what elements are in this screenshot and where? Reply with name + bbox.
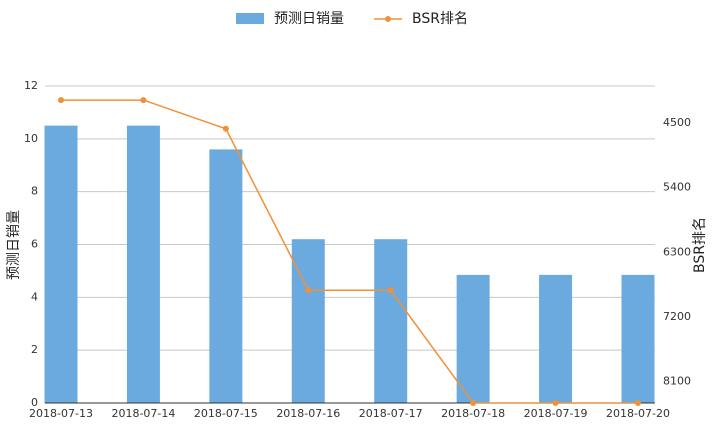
- x-tick-label: 2018-07-17: [359, 407, 423, 420]
- point: [140, 97, 147, 104]
- bar: [44, 125, 78, 403]
- y-tick-label: 8: [31, 185, 38, 198]
- legend-label: BSR排名: [412, 11, 468, 27]
- y-axis-title: 预测日销量: [6, 210, 22, 280]
- x-tick-label: 2018-07-13: [29, 407, 93, 420]
- y2-tick-label: 7200: [663, 310, 691, 323]
- x-tick-label: 2018-07-18: [441, 407, 505, 420]
- y-tick-label: 0: [31, 396, 38, 409]
- y2-tick-label: 6300: [663, 245, 691, 258]
- bar: [621, 274, 655, 403]
- y-tick-label: 2: [31, 343, 38, 356]
- x-tick-label: 2018-07-16: [276, 407, 340, 420]
- y-tick-label: 6: [31, 238, 38, 251]
- y2-tick-label: 5400: [663, 181, 691, 194]
- point: [552, 400, 559, 406]
- point: [305, 287, 312, 294]
- y2-tick-label: 4500: [663, 116, 691, 129]
- y-tick-label: 4: [31, 290, 38, 303]
- point: [470, 400, 477, 406]
- y2-axis-title: BSR排名: [692, 217, 708, 273]
- y-tick-label: 12: [24, 79, 38, 92]
- bar: [291, 239, 325, 403]
- x-tick-label: 2018-07-15: [194, 407, 258, 420]
- point: [635, 400, 641, 406]
- point: [387, 287, 394, 294]
- legend-label: 预测日销量: [274, 11, 344, 27]
- legend-swatch: [236, 13, 264, 24]
- y-tick-label: 10: [24, 132, 38, 145]
- line: [61, 99, 638, 404]
- point: [58, 97, 64, 104]
- bar: [126, 125, 160, 403]
- legend-swatch: [385, 16, 391, 22]
- bar: [209, 149, 243, 403]
- bar: [374, 239, 408, 403]
- x-tick-label: 2018-07-20: [606, 407, 670, 420]
- bar: [456, 274, 490, 403]
- x-tick-label: 2018-07-14: [111, 407, 175, 420]
- x-tick-label: 2018-07-19: [524, 407, 588, 420]
- y2-tick-label: 8100: [663, 374, 691, 387]
- bar: [539, 274, 573, 403]
- point: [222, 125, 229, 132]
